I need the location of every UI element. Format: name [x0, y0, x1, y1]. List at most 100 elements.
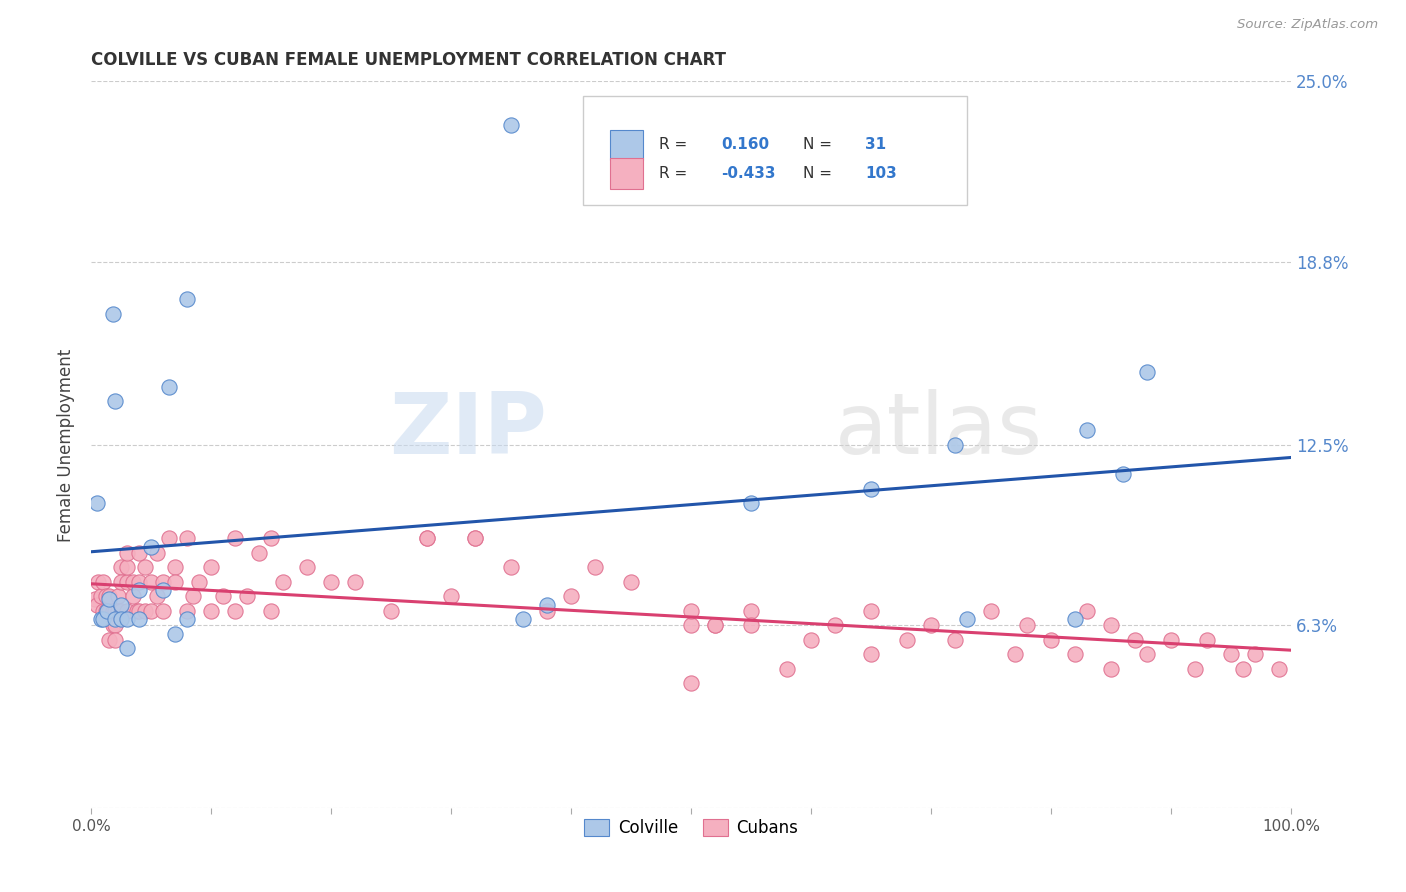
- Point: [110, 574, 132, 589]
- Point: [110, 560, 132, 574]
- Point: [1099, 618, 1122, 632]
- Point: [1112, 467, 1135, 481]
- Point: [86, 496, 108, 510]
- Point: [152, 574, 174, 589]
- Point: [943, 632, 966, 647]
- Point: [104, 604, 127, 618]
- Point: [134, 604, 156, 618]
- FancyBboxPatch shape: [610, 159, 643, 189]
- Point: [1040, 632, 1063, 647]
- Point: [122, 574, 145, 589]
- Point: [440, 589, 463, 603]
- Point: [152, 583, 174, 598]
- FancyBboxPatch shape: [610, 129, 643, 161]
- Point: [416, 531, 439, 545]
- Point: [1076, 423, 1098, 437]
- Point: [224, 604, 246, 618]
- Point: [1268, 662, 1291, 676]
- Point: [115, 560, 138, 574]
- Point: [91, 604, 114, 618]
- Point: [104, 394, 127, 409]
- Point: [107, 604, 129, 618]
- Point: [943, 438, 966, 452]
- Point: [512, 612, 534, 626]
- Point: [141, 540, 163, 554]
- Point: [181, 589, 204, 603]
- Point: [1244, 648, 1267, 662]
- Point: [247, 545, 270, 559]
- Point: [956, 612, 979, 626]
- Point: [236, 589, 259, 603]
- Point: [141, 604, 163, 618]
- Point: [96, 604, 118, 618]
- Point: [860, 482, 883, 496]
- Point: [1197, 632, 1219, 647]
- Point: [110, 604, 132, 618]
- Text: 103: 103: [865, 166, 897, 181]
- Point: [115, 604, 138, 618]
- Point: [800, 632, 823, 647]
- Point: [536, 598, 558, 612]
- Point: [98, 589, 121, 603]
- Point: [101, 307, 124, 321]
- Point: [200, 560, 222, 574]
- Point: [128, 545, 150, 559]
- Point: [1136, 365, 1159, 379]
- Point: [134, 560, 156, 574]
- Point: [96, 604, 118, 618]
- Point: [896, 632, 918, 647]
- Point: [321, 574, 343, 589]
- Text: ZIP: ZIP: [389, 389, 547, 472]
- Point: [464, 531, 486, 545]
- Point: [101, 604, 124, 618]
- Point: [98, 592, 121, 607]
- Point: [200, 604, 222, 618]
- Text: N =: N =: [803, 166, 837, 181]
- Point: [1136, 648, 1159, 662]
- Point: [128, 583, 150, 598]
- Point: [157, 531, 180, 545]
- Point: [980, 604, 1002, 618]
- Point: [416, 531, 439, 545]
- Point: [146, 589, 169, 603]
- Point: [536, 604, 558, 618]
- Text: 31: 31: [865, 137, 886, 153]
- Point: [128, 604, 150, 618]
- Point: [1184, 662, 1206, 676]
- Point: [128, 574, 150, 589]
- Point: [740, 618, 762, 632]
- Point: [704, 618, 727, 632]
- Point: [464, 531, 486, 545]
- Point: [1099, 662, 1122, 676]
- Point: [681, 676, 703, 690]
- Point: [176, 293, 198, 307]
- Point: [94, 589, 117, 603]
- Point: [380, 604, 402, 618]
- Point: [107, 589, 129, 603]
- Point: [110, 598, 132, 612]
- Point: [128, 612, 150, 626]
- Point: [212, 589, 235, 603]
- Point: [271, 574, 294, 589]
- Point: [91, 612, 114, 626]
- Point: [1064, 612, 1087, 626]
- Point: [860, 604, 883, 618]
- Point: [152, 604, 174, 618]
- Point: [920, 618, 942, 632]
- Point: [157, 380, 180, 394]
- Legend: Colville, Cubans: Colville, Cubans: [578, 813, 804, 844]
- Point: [94, 604, 117, 618]
- Text: 0.160: 0.160: [721, 137, 769, 153]
- Point: [141, 574, 163, 589]
- Point: [83, 592, 105, 607]
- Point: [115, 641, 138, 656]
- Point: [260, 531, 283, 545]
- Point: [110, 612, 132, 626]
- Point: [165, 560, 187, 574]
- Point: [681, 604, 703, 618]
- Point: [1220, 648, 1243, 662]
- Point: [740, 604, 762, 618]
- Text: R =: R =: [659, 137, 692, 153]
- Point: [86, 598, 108, 612]
- FancyBboxPatch shape: [583, 95, 967, 205]
